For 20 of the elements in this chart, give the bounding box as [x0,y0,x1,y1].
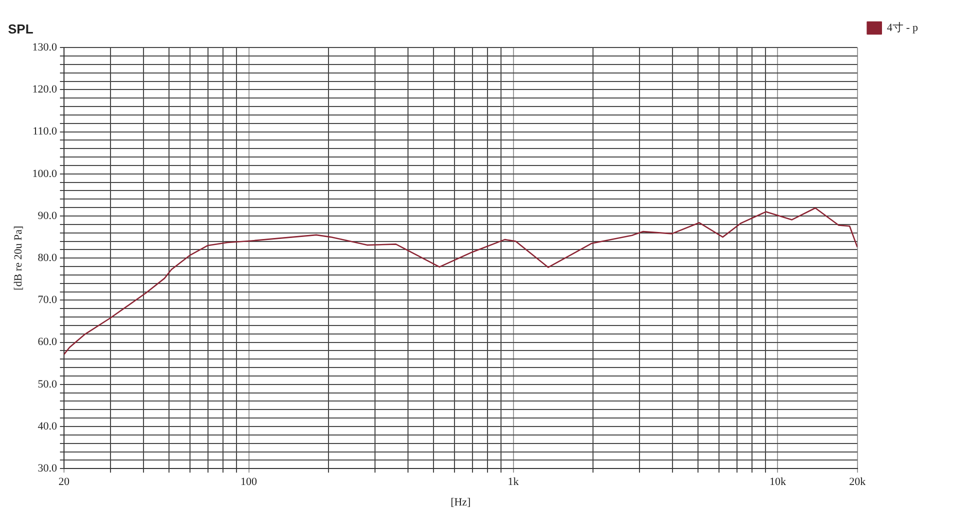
y-tick-label: 50.0 [38,378,58,390]
chart-title: SPL [8,21,34,36]
x-tick-label: 20k [849,476,866,488]
x-tick-label: 10k [769,476,786,488]
y-tick-label: 90.0 [38,210,58,222]
x-axis-title: [Hz] [450,496,471,508]
y-tick-label: 120.0 [32,84,58,96]
y-tick-label: 80.0 [38,252,58,264]
y-tick-label: 100.0 [32,168,58,180]
legend-label: 4寸 - p [886,20,918,34]
y-tick-label: 60.0 [38,336,58,348]
y-tick-label: 130.0 [32,41,58,54]
y-tick-label: 70.0 [38,294,58,306]
y-tick-label: 40.0 [38,420,58,432]
y-tick-label: 110.0 [32,126,58,138]
x-tick-label: 1k [508,476,520,488]
y-tick-label: 30.0 [38,462,58,474]
x-tick-label: 20 [58,476,70,488]
x-tick-label: 100 [240,476,258,488]
y-axis-title: [dB re 20u Pa] [12,226,24,290]
